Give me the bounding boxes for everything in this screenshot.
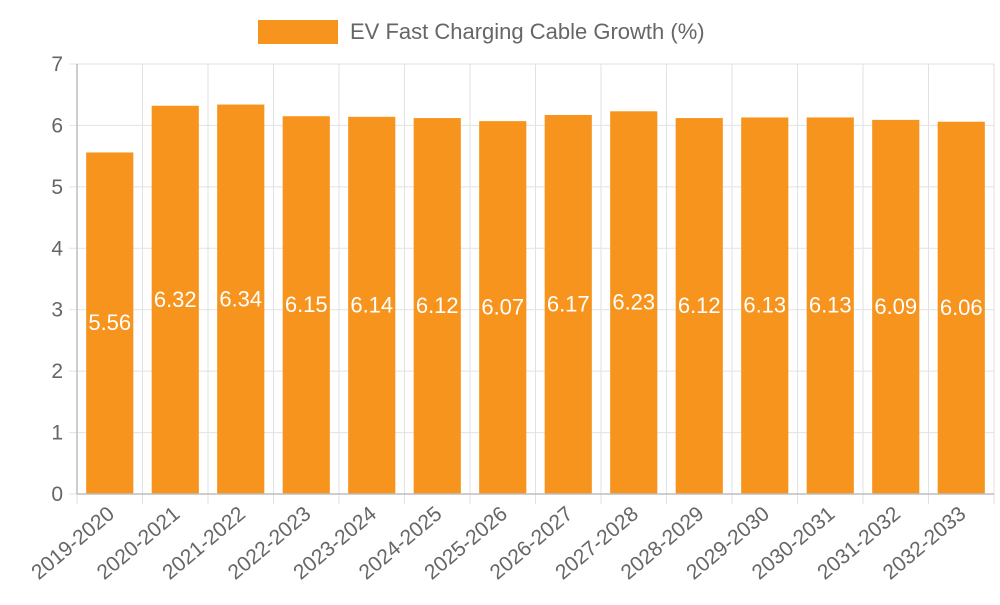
bar-value-label: 6.14 — [350, 292, 393, 317]
y-tick-label: 2 — [51, 360, 63, 383]
bar-value-label: 6.23 — [612, 290, 655, 315]
bar-value-label: 6.13 — [743, 293, 786, 318]
y-tick-label: 7 — [51, 53, 63, 76]
grid — [69, 63, 995, 504]
bar[interactable] — [217, 104, 265, 495]
legend-swatch — [258, 20, 338, 44]
bar[interactable] — [544, 114, 592, 494]
bar[interactable] — [348, 116, 396, 494]
bar[interactable] — [479, 121, 527, 494]
y-tick-label: 3 — [51, 299, 63, 322]
bar-value-label: 6.07 — [481, 295, 524, 320]
bar-value-label: 6.12 — [416, 293, 459, 318]
bar[interactable] — [937, 121, 985, 494]
bar-value-label: 6.13 — [809, 293, 852, 318]
y-tick-label: 6 — [51, 114, 63, 137]
bar-value-label: 5.56 — [88, 310, 131, 335]
bar[interactable] — [413, 118, 461, 495]
bar-value-label: 6.12 — [678, 293, 721, 318]
bar[interactable] — [872, 119, 920, 495]
bar-value-label: 6.34 — [219, 286, 262, 311]
bar[interactable] — [675, 118, 723, 495]
y-tick-label: 0 — [51, 483, 63, 506]
bar[interactable] — [806, 117, 854, 494]
legend[interactable]: EV Fast Charging Cable Growth (%) — [258, 19, 705, 44]
y-tick-label: 1 — [51, 422, 63, 445]
data-labels: 5.56 6.32 6.34 6.15 6.14 6.12 6.07 6.17 6.23 6.12… — [88, 286, 982, 335]
legend-label: EV Fast Charging Cable Growth (%) — [350, 19, 705, 44]
bar[interactable] — [86, 152, 134, 494]
bar[interactable] — [741, 117, 789, 494]
bars — [86, 104, 985, 495]
bar-value-label: 6.06 — [940, 295, 983, 320]
bar[interactable] — [610, 111, 658, 495]
bar[interactable] — [151, 105, 199, 495]
bar[interactable] — [282, 116, 330, 494]
bar-value-label: 6.32 — [154, 287, 197, 312]
bar-value-label: 6.09 — [874, 294, 917, 319]
y-tick-label: 5 — [51, 176, 63, 199]
bar-value-label: 6.15 — [285, 292, 328, 317]
y-tick-label: 4 — [51, 237, 63, 260]
bar-value-label: 6.17 — [547, 291, 590, 316]
